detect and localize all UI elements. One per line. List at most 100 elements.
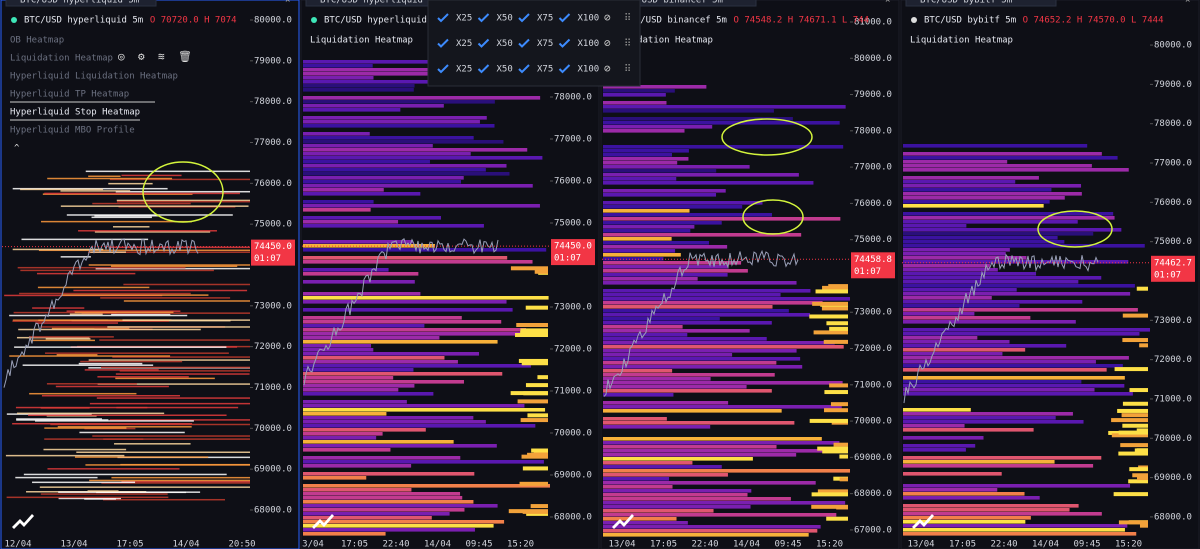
heat-band: [603, 245, 728, 249]
heat-line: [6, 413, 92, 415]
option-label[interactable]: X75: [537, 14, 553, 24]
heat-line: [69, 313, 103, 315]
drag-handle[interactable]: ⠿: [624, 39, 631, 50]
indicator-item[interactable]: Hyperliquid Stop Heatmap: [10, 108, 140, 118]
tab[interactable]: [905, 0, 1057, 7]
y-tick-label: 73000.0: [554, 302, 592, 312]
heat-line: [100, 297, 231, 299]
drag-handle[interactable]: ⠿: [624, 13, 631, 24]
option-label[interactable]: X100: [578, 65, 600, 75]
checkbox[interactable]: [558, 64, 571, 74]
x-label: 09:45: [774, 540, 801, 549]
checkbox[interactable]: [437, 13, 449, 23]
option-label[interactable]: X50: [497, 14, 513, 24]
countdown: 01:07: [554, 254, 581, 264]
heat-band: [603, 473, 728, 477]
checkbox[interactable]: [477, 13, 490, 23]
y-tick-label: 71000.0: [554, 386, 592, 396]
heat-band: [603, 217, 841, 221]
checkbox[interactable]: [477, 64, 490, 74]
heat-band: [303, 492, 461, 496]
option-label[interactable]: X100: [578, 39, 600, 49]
profile-bar: [1128, 479, 1148, 484]
checkbox[interactable]: [437, 64, 449, 74]
tab-close[interactable]: ×: [1185, 0, 1190, 6]
heat-band: [903, 248, 1010, 252]
heat-band: [303, 180, 462, 184]
menu-icon[interactable]: ◎: [118, 50, 125, 63]
menu-icon[interactable]: ≋: [158, 50, 165, 63]
tab[interactable]: [5, 0, 157, 7]
checkbox[interactable]: [477, 38, 490, 48]
heat-band: [303, 340, 498, 344]
heat-band: [303, 444, 497, 448]
indicator-item[interactable]: OB Heatmap: [10, 36, 64, 46]
checkbox[interactable]: [518, 38, 530, 48]
heat-band: [603, 333, 688, 337]
checkbox[interactable]: [437, 38, 449, 48]
heat-band: [603, 177, 677, 181]
heat-line: [16, 418, 102, 420]
hide-icon[interactable]: ⊘: [604, 37, 611, 50]
drag-handle[interactable]: ⠿: [624, 64, 631, 75]
tab-label[interactable]: BTC/USD hyperliquid 5m: [20, 0, 139, 6]
option-label[interactable]: X75: [537, 65, 553, 75]
tab-label[interactable]: BTC/USD bybitf 5m: [920, 0, 1012, 6]
heat-band: [603, 325, 683, 329]
y-tick-label: 73000.0: [1154, 316, 1192, 326]
indicator-item[interactable]: Liquidation Heatmap: [10, 54, 113, 64]
heat-line: [35, 322, 119, 324]
y-tick-label: 76000.0: [554, 176, 592, 186]
heat-band: [903, 260, 1129, 264]
heat-band: [903, 288, 1017, 292]
indicator-item[interactable]: Hyperliquid TP Heatmap: [10, 90, 129, 100]
heat-band: [303, 124, 495, 128]
checkbox[interactable]: [558, 38, 571, 48]
checkbox[interactable]: [518, 13, 530, 23]
menu-icon[interactable]: 🗑: [178, 50, 192, 63]
heat-band: [303, 408, 546, 412]
checkbox[interactable]: [518, 64, 530, 74]
heat-line: [116, 200, 250, 203]
heat-band: [303, 476, 367, 480]
option-label[interactable]: X25: [456, 65, 472, 75]
heat-band: [903, 156, 1118, 160]
tab[interactable]: [605, 0, 757, 7]
heat-band: [903, 256, 1027, 260]
x-label: 22:40: [691, 540, 718, 549]
tab-label[interactable]: BTC/USD binancef 5m: [620, 0, 723, 6]
ohlc: O 70720.0 H 7074: [150, 16, 237, 26]
option-label[interactable]: X25: [456, 39, 472, 49]
hide-icon[interactable]: ⊘: [604, 11, 611, 24]
heat-line: [97, 383, 250, 385]
tab[interactable]: [305, 0, 457, 7]
heat-band: [303, 532, 386, 536]
heat-band: [603, 373, 775, 377]
profile-bar: [1139, 343, 1148, 348]
option-label[interactable]: X25: [456, 14, 472, 24]
heat-band: [303, 404, 525, 408]
tab-close[interactable]: ×: [885, 0, 890, 6]
checkbox[interactable]: [558, 13, 571, 23]
heat-band: [303, 280, 415, 284]
option-label[interactable]: X50: [497, 65, 513, 75]
heat-band: [603, 153, 673, 157]
collapse[interactable]: ^: [14, 144, 20, 154]
option-label[interactable]: X100: [578, 14, 600, 24]
indicator-item[interactable]: Hyperliquid Liquidation Heatmap: [10, 72, 178, 82]
heat-band: [903, 292, 1131, 296]
profile-bar: [1111, 433, 1148, 438]
menu-icon[interactable]: ⚙: [138, 50, 145, 63]
profile-bar: [531, 448, 548, 453]
countdown: 01:07: [1154, 270, 1181, 280]
heat-band: [603, 361, 777, 365]
hide-icon[interactable]: ⊘: [604, 62, 611, 75]
heat-band: [303, 356, 445, 360]
indicator-item[interactable]: Hyperliquid MBO Profile: [10, 126, 135, 136]
tab-close[interactable]: ×: [285, 0, 290, 6]
option-label[interactable]: X75: [537, 39, 553, 49]
tab-label[interactable]: BTC/USD hyperliquid 5m: [320, 0, 439, 6]
heat-line: [66, 214, 233, 216]
option-label[interactable]: X50: [497, 39, 513, 49]
heat-band: [603, 85, 707, 89]
